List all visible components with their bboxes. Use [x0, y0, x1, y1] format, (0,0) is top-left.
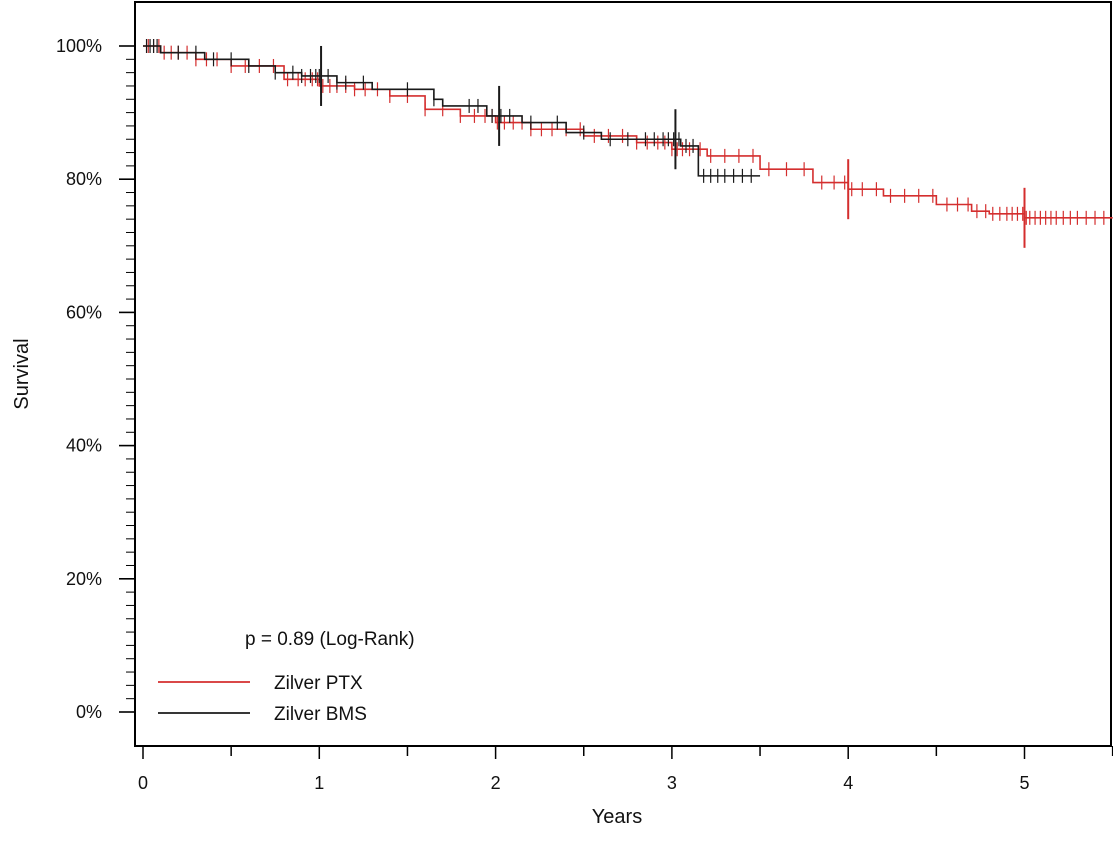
legend-label-zilver-ptx: Zilver PTX — [274, 673, 363, 694]
legend-label-zilver-bms: Zilver BMS — [274, 704, 367, 725]
x-tick-label: 5 — [1019, 773, 1029, 793]
x-axis-label: Years — [592, 806, 642, 828]
x-tick-label: 1 — [314, 773, 324, 793]
y-tick-label: 0% — [76, 702, 102, 722]
p-value-annotation: p = 0.89 (Log-Rank) — [245, 629, 415, 650]
y-tick-label: 40% — [66, 436, 102, 456]
legend: Zilver PTX Zilver BMS — [158, 673, 367, 725]
plot-frame — [134, 1, 1112, 747]
x-axis: 0 1 2 3 4 5 — [138, 746, 1113, 793]
series-zilver-bms — [143, 39, 761, 183]
series-layer — [143, 39, 1113, 248]
x-tick-label: 3 — [667, 773, 677, 793]
x-tick-label: 0 — [138, 773, 148, 793]
y-tick-label: 80% — [66, 169, 102, 189]
y-axis: 0% 20% 40% 60% 80% 100% — [56, 36, 135, 722]
y-axis-label: Survival — [11, 338, 33, 409]
y-tick-label: 100% — [56, 36, 102, 56]
x-tick-label: 2 — [491, 773, 501, 793]
y-tick-label: 20% — [66, 569, 102, 589]
survival-curve-zilver-ptx — [143, 45, 1113, 219]
y-tick-label: 60% — [66, 302, 102, 322]
x-tick-label: 4 — [843, 773, 853, 793]
